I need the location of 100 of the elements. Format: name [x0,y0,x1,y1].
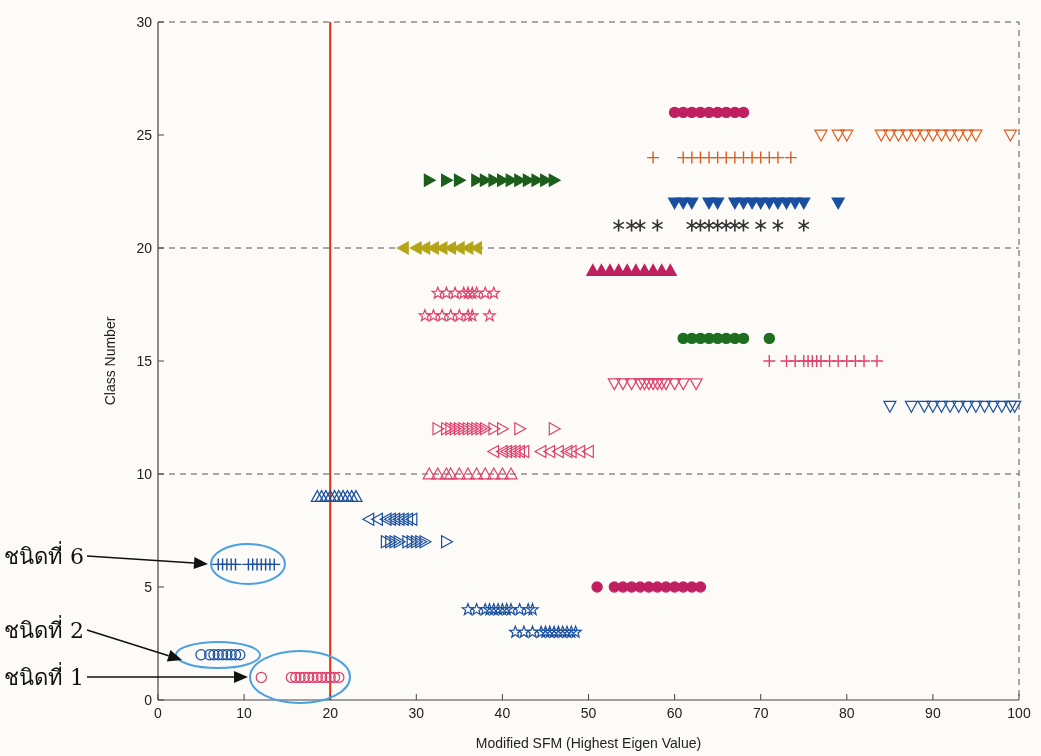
point [310,490,324,502]
point [560,444,573,458]
point [195,649,207,661]
point [203,649,216,661]
point [466,309,479,322]
point [891,129,906,142]
point [427,309,440,322]
point [694,218,707,233]
point [564,444,577,458]
x-tick-label: 20 [322,705,339,721]
point [478,467,492,480]
point [685,218,698,233]
point [500,603,513,616]
point [229,649,242,661]
point [298,671,311,684]
point [637,378,652,391]
point [513,444,525,458]
y-tick-label: 15 [136,353,153,369]
point [612,218,625,233]
point [960,400,974,413]
point [986,400,1000,413]
point [470,603,483,616]
point [539,625,552,638]
point [1003,129,1017,142]
point [392,512,405,526]
point [534,625,548,638]
point [569,625,582,638]
point [415,535,428,549]
point [462,422,475,436]
point [444,309,457,322]
x-tick-label: 0 [154,705,163,721]
point [267,557,281,572]
point [422,467,436,480]
point [556,625,569,638]
point [466,286,479,299]
point [969,129,983,142]
point [917,400,931,413]
point [311,671,323,684]
x-tick-label: 90 [925,705,941,721]
point [444,467,458,480]
point [685,197,699,210]
point [509,625,522,638]
point [379,512,392,526]
point [573,444,586,458]
point [336,490,350,502]
point [831,129,845,142]
point [285,671,298,684]
point [419,535,432,549]
point [969,400,983,413]
point [543,444,556,458]
point [487,444,500,458]
point [423,173,436,187]
point [646,378,660,391]
point [457,286,470,299]
point [466,422,479,436]
point [904,400,918,413]
point [453,422,466,436]
x-tick-label: 30 [408,705,425,721]
point [402,535,415,549]
point [396,512,409,526]
point [831,197,845,210]
point [385,535,398,549]
point [393,535,406,549]
point [340,490,354,502]
y-tick-label: 20 [136,240,153,256]
point [763,332,776,345]
point [471,422,484,436]
point [323,490,337,502]
point [405,512,418,526]
point [771,218,784,233]
point [508,444,521,458]
point [255,671,268,684]
point [952,400,966,413]
point [633,378,647,391]
point [453,309,466,322]
point [504,603,518,616]
point [483,309,496,322]
point [487,603,501,616]
point [212,649,224,661]
point [934,129,949,142]
point [642,378,656,391]
point [461,286,475,299]
point [874,129,888,142]
point [500,444,513,458]
point [814,129,828,142]
point [526,625,539,638]
point [668,378,682,391]
x-tick-label: 100 [1007,705,1031,721]
point [543,625,557,638]
point [225,649,237,661]
point [452,467,466,480]
point [883,129,897,142]
point [324,671,336,684]
point [926,129,940,142]
point [216,649,229,661]
point [487,286,501,299]
point [491,603,505,616]
point [371,512,383,526]
point [534,444,547,458]
point [478,603,492,616]
